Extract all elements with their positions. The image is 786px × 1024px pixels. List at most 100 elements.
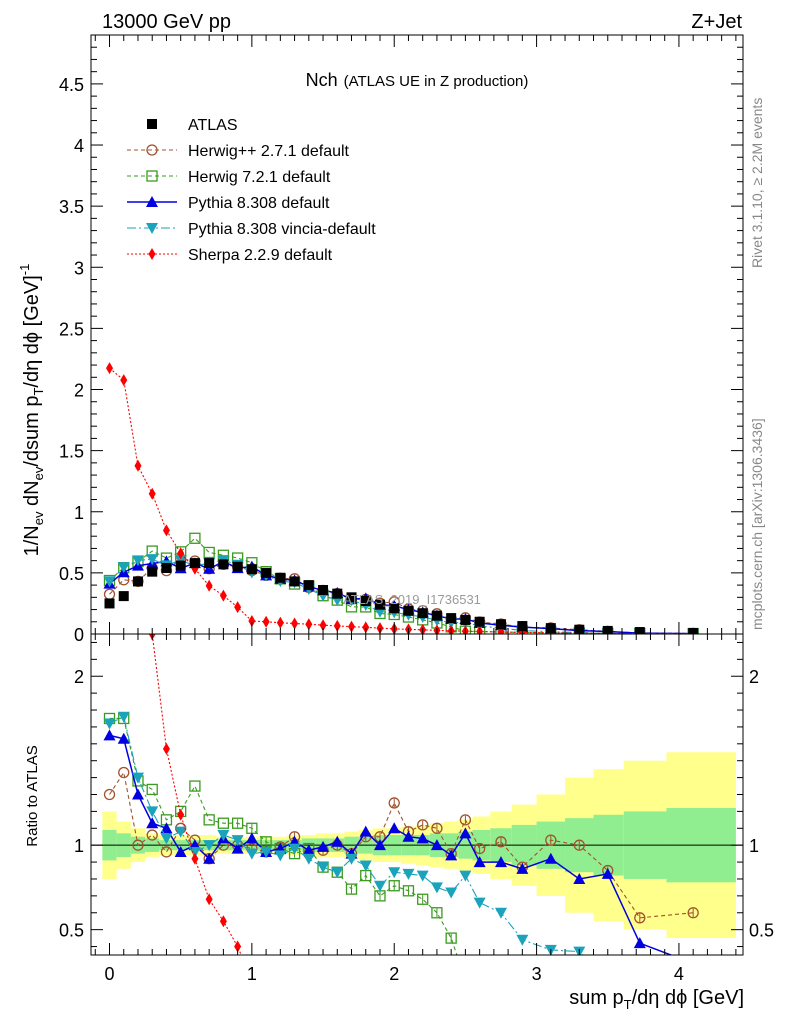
ratio-point-herwigpp <box>473 842 486 855</box>
legend-label-sherpa: Sherpa 2.2.9 default <box>188 247 333 264</box>
ratio-tick-label: 2 <box>74 667 84 687</box>
ratio-point-sherpa <box>177 808 185 821</box>
ratio-point-pythia <box>633 937 646 949</box>
ratio-point-pythia <box>117 732 130 744</box>
y-tick-label: 1 <box>74 503 84 523</box>
legend-marker-herwig7 <box>146 170 158 182</box>
ratio-point-vincia <box>445 887 458 899</box>
ratio-point-pythia <box>416 832 429 844</box>
ratio-point-vincia <box>459 870 472 882</box>
series-line-herwig7 <box>109 537 694 634</box>
legend-label-vincia: Pythia 8.308 vincia-default <box>188 221 376 238</box>
series-line-pythia <box>109 560 694 634</box>
y-tick-label: 0.5 <box>59 564 84 584</box>
ratio-point-pythia <box>317 840 330 852</box>
ratio-point-vincia <box>274 850 287 862</box>
ratio-point-herwigpp <box>431 822 443 834</box>
point-herwig7 <box>189 532 201 544</box>
ratio-point-vincia <box>260 846 273 858</box>
y-tick-label: 3.5 <box>59 197 84 217</box>
legend: ATLAS Herwig++ 2.7.1 default Herwig 7.2.1 … <box>127 117 376 264</box>
point-atlas <box>118 591 129 602</box>
point-atlas <box>446 613 457 624</box>
legend-marker-pythia <box>146 196 158 207</box>
point-atlas <box>175 560 186 571</box>
legend-label-atlas: ATLAS <box>188 117 238 134</box>
point-atlas <box>189 558 200 569</box>
ratio-point-vincia <box>245 848 258 860</box>
point-sherpa <box>234 601 242 614</box>
ratio-point-herwig7 <box>345 883 358 895</box>
point-atlas <box>246 564 257 575</box>
ratio-point-herwig7 <box>189 780 201 792</box>
legend-marker-atlas <box>147 119 157 129</box>
point-herwig7 <box>203 546 215 559</box>
point-sherpa <box>333 619 341 632</box>
point-atlas <box>460 614 471 625</box>
y-tick-label: 3 <box>74 258 84 278</box>
ratio-line-herwigpp <box>109 771 694 919</box>
ratio-point-vincia <box>203 840 216 852</box>
point-atlas <box>261 567 272 578</box>
point-atlas <box>104 598 115 609</box>
ratio-point-herwigpp <box>132 839 144 851</box>
ratio-line-sherpa <box>151 634 242 955</box>
ratio-point-herwigpp <box>388 797 400 809</box>
ratio-point-vincia <box>288 843 301 855</box>
ratio-point-pythia <box>103 729 116 741</box>
point-sherpa <box>219 589 227 602</box>
watermark: ATLAS_2019_I1736531 <box>343 592 481 607</box>
ratio-point-vincia <box>331 867 344 879</box>
legend-marker-vincia <box>146 223 158 234</box>
point-sherpa <box>205 579 213 592</box>
plot-title: Nch (ATLAS UE in Z production) <box>306 70 529 90</box>
x-tick-label: 4 <box>674 964 684 984</box>
ratio-tick-label-right: 0.5 <box>749 921 774 941</box>
point-atlas <box>275 572 286 583</box>
x-axis-title: sum pT/dη dϕ [GeV] <box>569 987 744 1012</box>
ratio-point-herwig7 <box>402 885 415 897</box>
ratio-point-herwig7 <box>431 907 443 919</box>
point-atlas <box>634 627 645 634</box>
ratio-point-herwigpp <box>495 836 507 848</box>
ratio-point-pythia <box>687 957 699 968</box>
ratio-point-vincia <box>174 826 187 838</box>
point-sherpa <box>362 621 370 634</box>
ratio-tick-label: 1 <box>74 836 84 856</box>
ratio-point-vincia <box>402 868 415 880</box>
ratio-point-herwig7 <box>445 932 457 944</box>
point-sherpa <box>134 459 142 472</box>
point-atlas <box>132 576 143 587</box>
ratio-point-vincia <box>131 772 144 784</box>
y-tick-label: 4 <box>74 136 84 156</box>
ratio-point-vincia <box>217 830 230 842</box>
ratio-point-vincia <box>494 907 507 919</box>
header-energy: 13000 GeV pp <box>102 11 231 33</box>
point-sherpa <box>276 616 284 629</box>
ratio-point-vincia <box>416 870 429 882</box>
title-main: Nch <box>306 70 338 90</box>
ratio-point-herwigpp <box>118 766 130 779</box>
point-sherpa <box>148 487 156 500</box>
ratio-tick-label-right: 2 <box>749 667 759 687</box>
ratio-point-sherpa <box>191 852 199 865</box>
point-sherpa <box>106 362 114 375</box>
point-sherpa <box>120 374 128 387</box>
ratio-point-vincia <box>146 806 159 818</box>
ratio-point-vincia <box>160 833 173 845</box>
point-atlas <box>218 559 229 570</box>
point-sherpa <box>177 547 185 560</box>
point-atlas <box>318 584 329 595</box>
legend-label-herwigpp: Herwig++ 2.7.1 default <box>188 143 350 160</box>
ratio-point-herwigpp <box>417 819 429 831</box>
ratio-point-sherpa <box>219 915 227 928</box>
ratio-point-vincia <box>373 880 386 892</box>
ratio-point-sherpa <box>162 742 170 755</box>
rivet-label: Rivet 3.1.10, ≥ 2.2M events <box>749 98 765 268</box>
ratio-point-vincia <box>231 835 244 847</box>
ratio-point-vincia <box>516 934 529 946</box>
point-atlas <box>204 558 215 569</box>
ratio-point-pythia <box>459 827 472 839</box>
y-tick-label: 4.5 <box>59 75 84 95</box>
point-atlas <box>389 603 400 614</box>
